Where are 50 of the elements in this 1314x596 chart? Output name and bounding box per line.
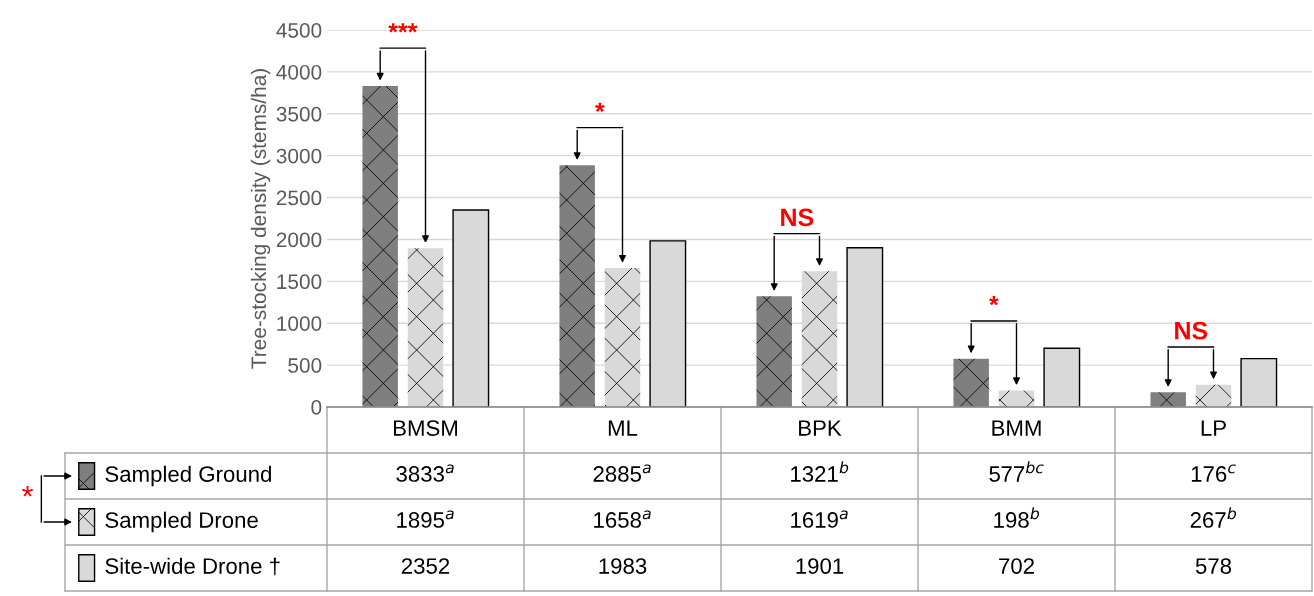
bar — [998, 390, 1035, 407]
annotation: NS — [781, 208, 814, 227]
data-label: 176$^{c}$ — [1191, 464, 1236, 482]
y-tick-label: 500 — [288, 358, 322, 373]
y-tick-label: 2500 — [276, 190, 322, 206]
bar — [362, 85, 398, 407]
legend-label: Sampled Drone — [105, 511, 258, 533]
data-label: 702 — [999, 558, 1034, 574]
bar — [801, 271, 838, 407]
data-label: 1619$^{a}$ — [791, 510, 848, 528]
data-label: 577$^{bc}$ — [989, 461, 1044, 482]
annotation: * — [595, 102, 605, 112]
data-label: 1895$^{a}$ — [397, 510, 454, 528]
data-label: 2885$^{a}$ — [593, 464, 651, 482]
x-tick-label: BPK — [799, 420, 842, 436]
x-tick-label: LP — [1201, 420, 1226, 436]
x-tick-label: BMM — [992, 420, 1041, 436]
legend-label: Sampled Ground — [105, 465, 271, 487]
annotation: *** — [388, 23, 418, 33]
data-label: 1983 — [599, 558, 647, 574]
legend-label: Site-wide Drone † — [105, 557, 280, 576]
data-label: 1321$^{b}$ — [791, 461, 849, 482]
data-label: 1658$^{a}$ — [594, 510, 651, 528]
y-tick-label: 3000 — [276, 148, 322, 164]
data-label: 578 — [1195, 558, 1232, 574]
y-tick-label: 3500 — [276, 106, 322, 122]
bar — [1195, 384, 1232, 407]
data-label: 3833$^{a}$ — [396, 464, 454, 482]
y-tick-label: 4000 — [276, 64, 322, 80]
bar — [559, 165, 595, 407]
data-label: 198$^{b}$ — [994, 507, 1040, 528]
data-label: 2352 — [401, 558, 450, 574]
bar — [1150, 392, 1186, 407]
y-tick-label: 2000 — [276, 232, 322, 248]
data-label: 267$^{b}$ — [1190, 507, 1237, 528]
annotation: * — [989, 296, 999, 306]
text: * — [22, 485, 33, 497]
y-tick-label: 1000 — [277, 316, 322, 331]
annotation: NS — [1175, 321, 1208, 340]
bar — [604, 268, 641, 407]
bar — [756, 296, 792, 407]
y-axis-title: Tree-stocking density (stems/ha) — [250, 69, 271, 369]
y-tick-label: 1500 — [277, 274, 322, 290]
y-tick-label: 4500 — [276, 23, 322, 38]
data-label: 1901 — [796, 558, 844, 574]
bar — [407, 248, 444, 407]
y-tick-label: 0 — [311, 400, 322, 415]
x-tick-label: ML — [608, 420, 638, 436]
bar — [953, 358, 989, 407]
x-tick-label: BMSM — [393, 420, 458, 436]
